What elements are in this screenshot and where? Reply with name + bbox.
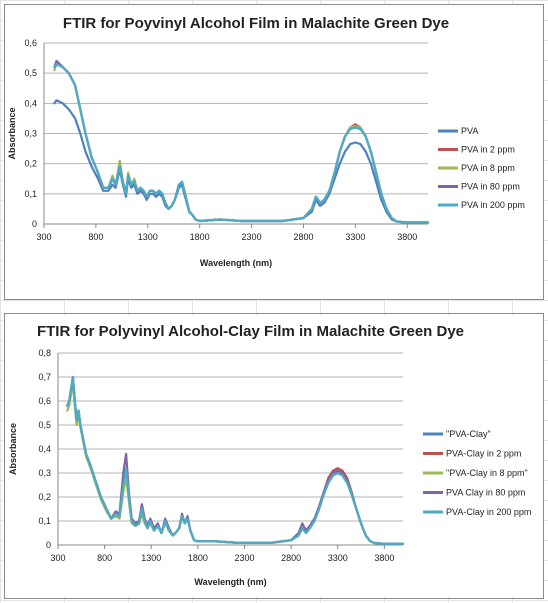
chart1-y-axis-title: Absorbance	[7, 107, 17, 159]
chart1-legend-label: PVA in 8 ppm	[461, 163, 515, 173]
chart1-x-tick-label: 2300	[242, 232, 262, 242]
chart2-x-tick-label: 2300	[234, 553, 254, 563]
chart2-x-tick-label: 3800	[374, 553, 394, 563]
chart2-x-tick-label: 300	[50, 553, 65, 563]
chart1-x-tick-label: 3800	[397, 232, 417, 242]
ftir-pva-clay-chart-svg: FTIR for Polyvinyl Alcohol-Clay Film in …	[8, 323, 531, 587]
chart2-series-line-4	[66, 375, 405, 545]
chart2-y-tick-label: 0,3	[38, 468, 51, 478]
chart2-series-line-2	[66, 378, 405, 545]
chart1-x-tick-label: 800	[88, 232, 103, 242]
chart1-y-tick-label: 0	[32, 219, 37, 229]
chart2-x-tick-label: 1800	[188, 553, 208, 563]
chart2-series-line-3	[66, 383, 405, 545]
chart1-y-tick-label: 0,4	[24, 98, 37, 108]
chart2-legend-label: PVA-Clay in 200 ppm	[446, 507, 531, 517]
chart1-legend-label: PVA in 200 ppm	[461, 200, 525, 210]
chart1-legend-label: PVA in 2 ppm	[461, 145, 515, 155]
chart2-legend-label: PVA-Clay in 2 ppm	[446, 449, 521, 459]
chart2-title: FTIR for Polyvinyl Alcohol-Clay Film in …	[37, 323, 464, 340]
ftir-pva-chart-svg: FTIR for Poyvinyl Alcohol Film in Malach…	[7, 15, 525, 268]
chart1-x-tick-label: 300	[36, 232, 51, 242]
chart1-series-line-3	[53, 62, 430, 224]
chart2-x-tick-label: 800	[97, 553, 112, 563]
chart2-legend-label: "PVA-Clay"	[446, 429, 491, 439]
chart2-y-tick-label: 0,8	[38, 348, 51, 358]
chart1-title: FTIR for Poyvinyl Alcohol Film in Malach…	[63, 15, 449, 32]
chart1-y-tick-label: 0,3	[24, 129, 37, 139]
chart1-x-axis-title: Wavelength (nm)	[200, 258, 272, 268]
chart1-series-line-2	[53, 60, 430, 224]
chart2-y-tick-label: 0	[46, 540, 51, 550]
chart1-legend-label: PVA	[461, 126, 478, 136]
chart1-series-line-4	[53, 60, 430, 224]
chart1-y-tick-label: 0,6	[24, 38, 37, 48]
chart1-x-tick-label: 1300	[138, 232, 158, 242]
chart1-x-tick-label: 3300	[345, 232, 365, 242]
chart1-y-tick-label: 0,2	[24, 159, 37, 169]
chart2-legend-label: PVA Clay in 80 ppm	[446, 488, 525, 498]
chart2-x-tick-label: 3300	[328, 553, 348, 563]
chart1-series-line-1	[53, 99, 430, 224]
chart1-x-tick-label: 2800	[293, 232, 313, 242]
chart2-y-tick-label: 0,1	[38, 516, 51, 526]
chart2-y-tick-label: 0,4	[38, 444, 51, 454]
ftir-pva-clay-chart[interactable]: FTIR for Polyvinyl Alcohol-Clay Film in …	[4, 313, 544, 599]
ftir-pva-chart[interactable]: FTIR for Poyvinyl Alcohol Film in Malach…	[4, 4, 544, 300]
chart2-x-tick-label: 1300	[141, 553, 161, 563]
chart2-series-line-1	[66, 375, 405, 545]
chart2-y-axis-title: Absorbance	[8, 423, 18, 475]
chart1-series-line-5	[53, 62, 430, 224]
chart1-y-tick-label: 0,5	[24, 68, 37, 78]
chart2-y-tick-label: 0,6	[38, 396, 51, 406]
chart2-y-tick-label: 0,7	[38, 372, 51, 382]
chart2-series-line-5	[66, 375, 405, 545]
chart2-y-tick-label: 0,5	[38, 420, 51, 430]
chart1-x-tick-label: 1800	[190, 232, 210, 242]
chart1-y-tick-label: 0,1	[24, 189, 37, 199]
chart1-legend-label: PVA in 80 ppm	[461, 182, 520, 192]
chart2-x-tick-label: 2800	[281, 553, 301, 563]
chart2-legend-label: "PVA-Clay in 8 ppm"	[446, 468, 528, 478]
chart2-y-tick-label: 0,2	[38, 492, 51, 502]
chart2-x-axis-title: Wavelength (nm)	[194, 577, 266, 587]
